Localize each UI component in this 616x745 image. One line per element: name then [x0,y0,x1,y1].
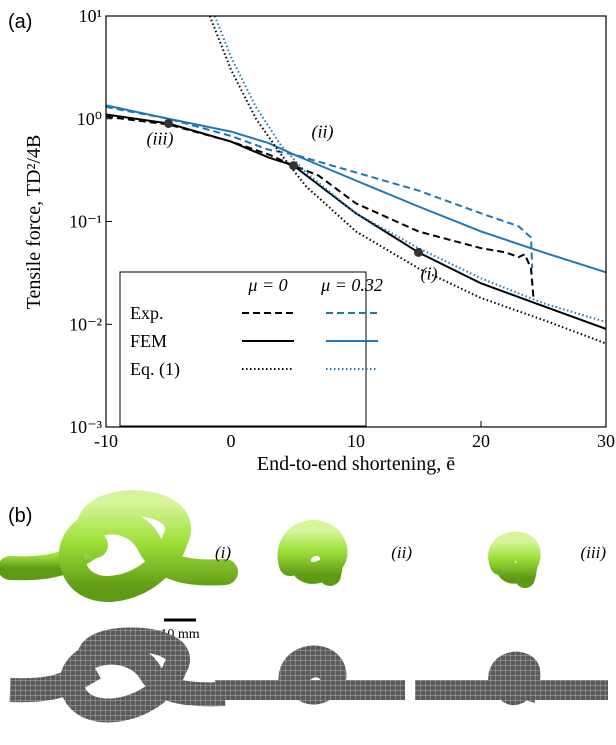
series-line [106,104,606,274]
annotation-point [414,247,423,257]
y-axis-label: Tensile force, TD²/4B [23,135,45,310]
annotation-point [289,161,298,171]
legend-column-header: μ = 0 [247,275,287,295]
x-axis-label: End-to-end shortening, ē [257,453,455,475]
annotation-label: (iii) [147,128,174,149]
knot-image-mesh-i [9,627,226,723]
series-line [106,106,534,269]
y-tick-label: 10⁰ [77,109,102,129]
x-tick-label: -10 [94,431,118,451]
legend: μ = 0 μ = 0.32 Exp. FEM Eq. (1) [130,275,383,380]
y-tick-label: 10⁻³ [69,417,103,437]
x-tick-label: 20 [472,431,490,451]
panel-label: (a) [8,11,32,33]
series-line [208,16,606,345]
image-label: (iii) [581,543,607,562]
y-tick-label: 10⁻¹ [69,212,102,232]
image-label: (i) [215,543,231,562]
y-tick-label: 10⁻² [69,314,102,334]
knot-image-green-ii [215,520,405,586]
x-tick-label: 0 [227,431,236,451]
plot-frame [105,15,607,428]
legend-row-label: FEM [130,331,167,351]
x-tick-label: 30 [597,431,615,451]
legend-row-label: Exp. [130,303,164,323]
knot-image-green-i [0,490,238,602]
series-line [213,16,606,324]
series-line [106,113,606,330]
annotation-label: (ii) [312,122,334,143]
legend-column-header: μ = 0.32 [320,275,383,295]
annotation-point [164,118,173,128]
axes: -10 0 10 20 30 10⁻³ 10⁻² 10⁻¹ 10⁰ 10¹ (iii) (ii) (i) [69,6,615,451]
y-tick-label: 10¹ [79,6,102,26]
legend-row-label: Eq. (1) [130,359,180,380]
image-label: (ii) [391,543,412,562]
knot-image-green-iii [415,531,608,588]
x-tick-label: 10 [347,431,365,451]
knot-image-mesh-iii [415,651,608,705]
annotation-label: (i) [421,263,438,284]
plot-area [106,16,606,345]
legend-box [119,271,367,427]
knot-image-mesh-ii [215,645,405,705]
panel-label: (b) [8,505,32,527]
